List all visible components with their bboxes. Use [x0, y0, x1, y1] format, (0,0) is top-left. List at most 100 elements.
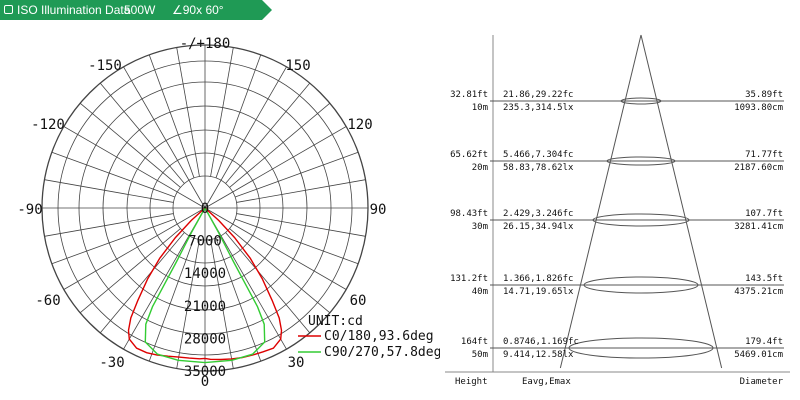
diameter-cm: 5469.01cm [734, 350, 783, 360]
illuminance-fc: 2.429,3.246fc [503, 209, 573, 219]
angle-label: 150 [285, 58, 310, 74]
polar-spoke [229, 228, 331, 314]
illuminance-lx: 235.3,314.5lx [503, 103, 574, 113]
height-ft: 32.81ft [450, 90, 488, 100]
column-header-eavg-emax: Eavg,Emax [522, 377, 571, 387]
header-banner: ISO Illumination Data 500W ∠90x 60° [0, 0, 272, 20]
banner-title: ISO Illumination Data [17, 3, 131, 17]
angle-label: -120 [31, 117, 65, 133]
height-m: 10m [472, 103, 488, 113]
beam-ellipse [592, 213, 690, 227]
illuminance-fc: 5.466,7.304fc [503, 150, 573, 160]
polar-spoke [51, 151, 176, 198]
polar-spoke [44, 213, 174, 237]
polar-spoke [204, 66, 287, 209]
radial-tick-label: 14000 [184, 266, 226, 282]
illuminance-lx: 14.71,19.65lx [503, 287, 574, 297]
angle-label: 0 [201, 374, 209, 390]
banner-angle: ∠90x 60° [172, 3, 224, 17]
radial-tick-label: 0 [201, 201, 209, 217]
banner-shape [0, 0, 272, 20]
illuminance-fc: 21.86,29.22fc [503, 90, 573, 100]
diameter-ft: 143.5ft [745, 274, 783, 284]
polar-candela-chart: -/+180 -150 150 -120 120 -90 90 -60 60 -30 30 0 0 700… [17, 36, 440, 390]
polar-ring [78, 81, 332, 335]
radial-tick-label: 7000 [188, 234, 222, 250]
polar-spoke [234, 151, 359, 198]
angle-label: -30 [99, 355, 124, 371]
height-m: 30m [472, 222, 488, 232]
polar-spoke [176, 47, 200, 177]
illuminance-fc: 1.366,1.826fc [503, 274, 573, 284]
polar-spoke [79, 228, 181, 314]
polar-spoke [234, 218, 359, 265]
polar-ring [102, 105, 308, 311]
polar-ring [126, 129, 284, 287]
angle-label: -60 [35, 293, 60, 309]
height-m: 20m [472, 163, 488, 173]
polar-ring [172, 175, 238, 241]
beam-ellipse [583, 276, 699, 294]
polar-spoke [236, 213, 366, 237]
polar-spoke [63, 126, 206, 209]
diameter-cm: 1093.80cm [734, 103, 783, 113]
diameter-cm: 2187.60cm [734, 163, 783, 173]
banner-power: 500W [124, 3, 156, 17]
beam-ellipse [568, 337, 714, 359]
angle-label: -150 [88, 58, 122, 74]
height-ft: 98.43ft [450, 209, 488, 219]
height-m: 40m [472, 287, 488, 297]
illuminance-fc: 0.8746,1.169fc [503, 337, 579, 347]
angle-label: -90 [17, 202, 42, 218]
radial-tick-label: 35000 [184, 364, 226, 380]
height-ft: 65.62ft [450, 150, 488, 160]
polar-spoke [176, 239, 200, 369]
polar-ring [57, 60, 353, 356]
polar-spoke [215, 54, 262, 179]
polar-spoke [63, 207, 206, 290]
polar-spoke [229, 102, 331, 188]
gear-icon [4, 5, 13, 14]
angle-label: 60 [350, 293, 367, 309]
polar-ring [149, 152, 261, 264]
radial-tick-label: 21000 [184, 299, 226, 315]
polar-spoke [99, 82, 185, 184]
legend-label: C0/180,93.6deg [324, 329, 434, 344]
height-ft: 164ft [461, 337, 488, 347]
polar-spoke [148, 237, 195, 362]
angle-label: 120 [347, 117, 372, 133]
polar-spoke [215, 237, 262, 362]
illuminance-lx: 9.414,12.58lx [503, 350, 574, 360]
diameter-ft: 35.89ft [745, 90, 783, 100]
polar-spoke [99, 232, 185, 334]
diameter-ft: 71.77ft [745, 150, 783, 160]
column-header-height: Height [455, 377, 488, 387]
beam-cone-left [559, 34, 642, 369]
beam-ellipse [620, 97, 662, 105]
polar-spoke [225, 82, 311, 184]
diameter-ft: 179.4ft [745, 337, 783, 347]
illuminance-lx: 26.15,34.94lx [503, 222, 574, 232]
column-header-diameter: Diameter [740, 377, 784, 387]
angle-label: -/+180 [180, 36, 231, 52]
polar-spoke [51, 218, 176, 265]
legend-label: C90/270,57.8deg [324, 345, 440, 360]
beam-cone-right [640, 34, 723, 369]
diameter-cm: 4375.21cm [734, 287, 783, 297]
polar-spoke [204, 126, 347, 209]
height-ft: 131.2ft [450, 274, 488, 284]
polar-spoke [79, 102, 181, 188]
unit-label: UNIT:cd [308, 314, 363, 329]
polar-spoke [204, 207, 347, 290]
illuminance-lx: 58.83,78.62lx [503, 163, 574, 173]
polar-spoke [236, 179, 366, 203]
polar-spoke [225, 232, 311, 334]
angle-label: 90 [370, 202, 387, 218]
diameter-cm: 3281.41cm [734, 222, 783, 232]
beam-ellipse [606, 156, 676, 166]
series-curve-c90-270 [144, 206, 266, 364]
angle-label: 30 [288, 355, 305, 371]
polar-spoke [210, 239, 234, 369]
diameter-ft: 107.7ft [745, 209, 783, 219]
